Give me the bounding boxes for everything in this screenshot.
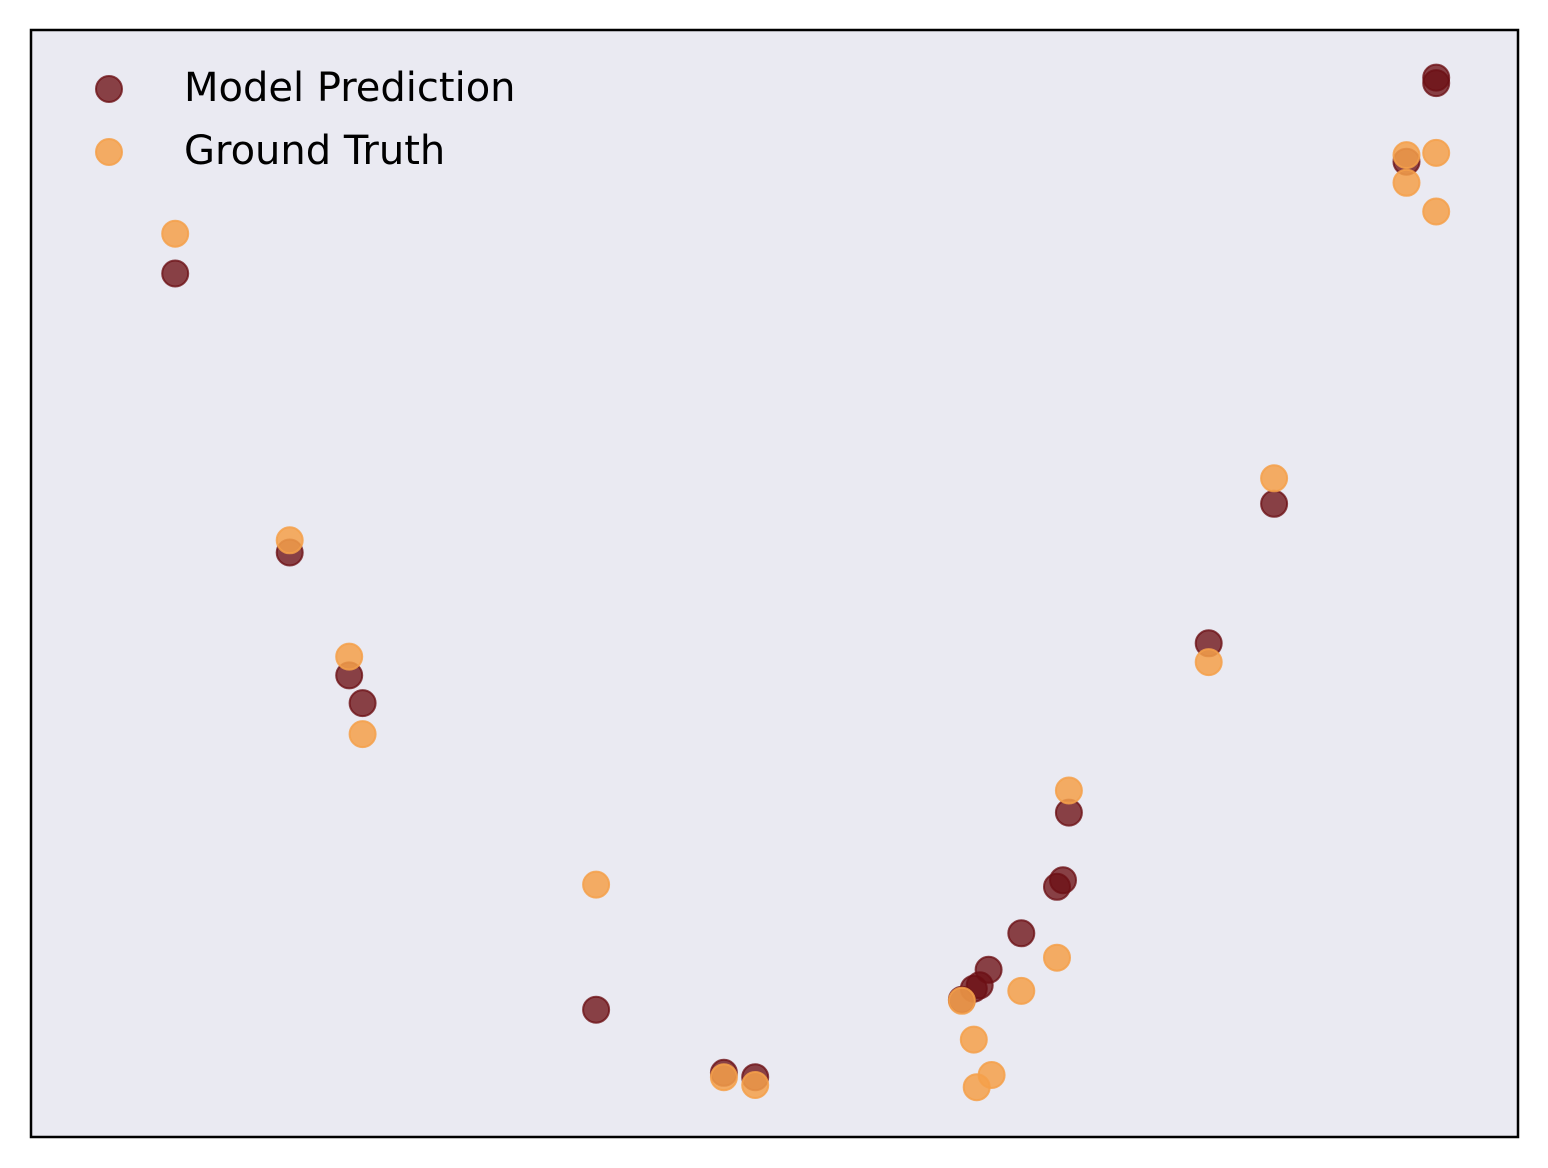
ground-truth-point-5: [709, 1063, 738, 1092]
ground-truth-point-0: [161, 219, 190, 248]
model-prediction-point-10: [974, 955, 1003, 984]
ground-truth-point-8: [959, 1025, 988, 1054]
ground-truth-point-6: [741, 1071, 770, 1099]
legend: Model Prediction Ground Truth: [95, 65, 516, 174]
data-points: [161, 63, 1451, 1102]
plot-area: [31, 30, 1518, 1137]
ground-truth-point-10: [977, 1061, 1006, 1089]
ground-truth-point-11: [1007, 976, 1036, 1005]
ground-truth-point-15: [1260, 464, 1289, 493]
model-prediction-point-11: [1007, 919, 1036, 948]
ground-truth-point-4: [582, 870, 611, 899]
ground-truth-point-14: [1194, 648, 1223, 677]
model-prediction-point-0: [161, 259, 190, 288]
ground-truth-point-19: [1422, 138, 1451, 167]
ground-truth-point-2: [335, 642, 364, 671]
legend-marker-ground-truth: [95, 138, 123, 166]
ground-truth-point-12: [1043, 943, 1071, 972]
legend-label-model-prediction: Model Prediction: [184, 65, 516, 111]
model-prediction-point-13: [1049, 866, 1077, 895]
ground-truth-point-3: [348, 720, 377, 749]
legend-marker-model-prediction: [95, 75, 123, 103]
model-prediction-point-16: [1260, 489, 1289, 518]
ground-truth-point-1: [275, 526, 304, 555]
model-prediction-point-4: [582, 995, 611, 1024]
ground-truth-point-7: [947, 986, 976, 1015]
ground-truth-point-13: [1054, 776, 1083, 805]
ground-truth-point-18: [1422, 197, 1451, 226]
legend-label-ground-truth: Ground Truth: [184, 128, 445, 174]
model-prediction-point-19: [1422, 63, 1451, 92]
plot-frame: [29, 28, 1520, 1139]
ground-truth-point-16: [1392, 168, 1421, 197]
model-prediction-point-3: [348, 689, 377, 718]
ground-truth-point-17: [1392, 141, 1421, 170]
